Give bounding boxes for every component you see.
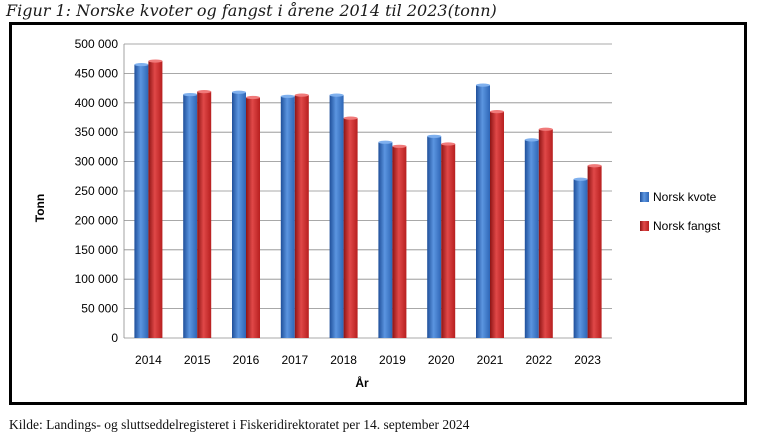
bar-top: [378, 140, 393, 144]
bar-top: [294, 93, 309, 97]
bar-top: [441, 142, 456, 146]
bar-top: [148, 59, 163, 63]
bar-top: [524, 138, 539, 142]
x-tick-label: 2022: [525, 353, 552, 367]
bar-top: [134, 62, 149, 67]
y-tick-label: 150 000: [75, 243, 119, 257]
x-tick-label: 2023: [574, 353, 601, 367]
x-tick-label: 2017: [281, 353, 308, 367]
bar-top: [538, 127, 553, 131]
bar-norsk-kvote: [573, 179, 588, 338]
y-axis-label: Tonn: [33, 194, 47, 222]
y-tick-labels: 0 50 000 100 000 150 000 200 000 250 000 300 0…: [75, 37, 119, 345]
y-tick-label: 450 000: [75, 66, 119, 80]
figure-title: Figur 1: Norske kvoter og fangst i årene…: [6, 1, 497, 20]
bar-norsk-kvote: [476, 85, 490, 338]
x-tick-label: 2018: [330, 353, 357, 367]
bar-norsk-fangst: [392, 146, 407, 338]
y-tick-label: 250 000: [75, 184, 119, 198]
bar-norsk-kvote: [427, 136, 442, 338]
bar-norsk-kvote: [378, 142, 393, 338]
legend-label: Norsk kvote: [653, 190, 717, 204]
legend-label: Norsk fangst: [653, 219, 721, 233]
bar-top: [587, 164, 602, 168]
bar-norsk-fangst: [246, 97, 260, 339]
legend: Norsk kvote Norsk fangst: [640, 190, 721, 233]
legend-swatch-kvote: [640, 192, 649, 202]
bar-norsk-fangst: [587, 165, 602, 338]
bar-chart: 0 50 000 100 000 150 000 200 000 250 000 300 0…: [33, 37, 721, 390]
x-tick-labels: 2014 2015 2016 2017 2018 2019 2020 2021 2022 2023: [135, 353, 601, 367]
bar-top: [329, 93, 344, 97]
x-tick-label: 2021: [477, 353, 504, 367]
bar-norsk-fangst: [538, 129, 553, 338]
bar-norsk-fangst: [343, 118, 358, 338]
x-tick-label: 2019: [379, 353, 406, 367]
bar-top: [232, 90, 246, 94]
x-tick-label: 2016: [233, 353, 260, 367]
source-note: Kilde: Landings- og sluttseddelregistere…: [9, 417, 470, 432]
bar-top: [427, 134, 442, 138]
bar-norsk-fangst: [490, 111, 504, 339]
y-tick-label: 0: [111, 331, 118, 345]
legend-swatch-fangst: [640, 221, 649, 231]
bar-top: [476, 83, 490, 87]
bar-top: [490, 110, 504, 114]
bar-norsk-kvote: [183, 94, 198, 339]
bar-top: [246, 95, 260, 100]
x-tick-label: 2014: [135, 353, 162, 367]
bar-norsk-kvote: [134, 64, 149, 338]
bar-norsk-fangst: [294, 95, 309, 338]
bar-norsk-fangst: [148, 61, 163, 338]
y-tick-label: 400 000: [75, 96, 119, 110]
y-tick-label: 50 000: [81, 302, 118, 316]
y-tick-label: 200 000: [75, 213, 119, 227]
bar-norsk-kvote: [524, 139, 539, 338]
bar-norsk-kvote: [232, 92, 246, 338]
bar-top: [573, 177, 588, 181]
bar-norsk-kvote: [280, 96, 295, 338]
y-tick-label: 300 000: [75, 155, 119, 169]
x-tick-label: 2020: [428, 353, 455, 367]
bar-top: [280, 94, 295, 98]
bar-norsk-fangst: [197, 91, 212, 339]
bar-top: [183, 92, 198, 97]
bars: [134, 59, 602, 339]
bar-norsk-kvote: [329, 95, 344, 338]
bar-top: [392, 144, 407, 148]
x-tick-label: 2015: [184, 353, 211, 367]
chart-frame: 0 50 000 100 000 150 000 200 000 250 000 300 0…: [9, 22, 747, 405]
y-tick-label: 350 000: [75, 125, 119, 139]
bar-top: [343, 116, 358, 120]
y-tick-label: 500 000: [75, 37, 119, 51]
x-axis-label: År: [355, 375, 369, 390]
bar-top: [197, 90, 212, 94]
y-tick-label: 100 000: [75, 272, 119, 286]
bar-norsk-fangst: [441, 143, 456, 338]
